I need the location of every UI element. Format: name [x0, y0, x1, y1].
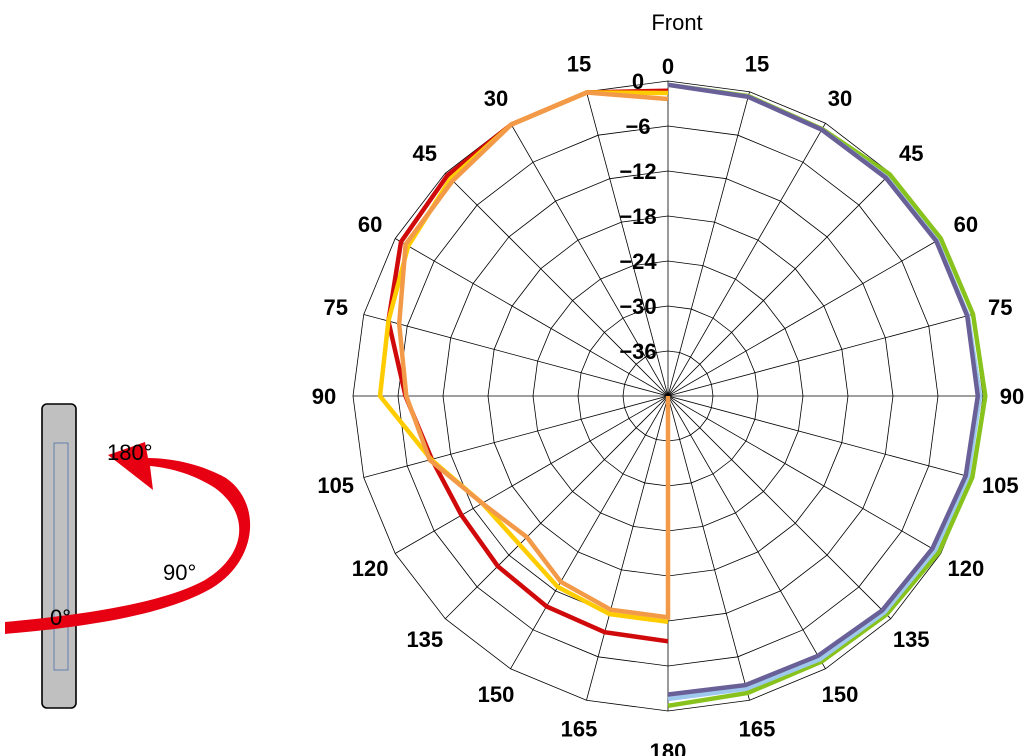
angle-label-left-150: 150 [478, 682, 515, 707]
angle-label-left-15: 15 [567, 52, 591, 77]
angle-label-left-135: 135 [406, 627, 443, 652]
angle-label-right-135: 135 [893, 627, 930, 652]
angle-label-left-30: 30 [484, 86, 508, 111]
angle-label-center-180: 180 [650, 739, 687, 756]
series-layer [377, 82, 988, 709]
angle-label-left-105: 105 [317, 473, 354, 498]
rotation-label-180: 180° [107, 440, 153, 465]
angle-label-left-165: 165 [561, 716, 598, 741]
angle-label-left-90: 90 [312, 384, 336, 409]
angle-label-right-165: 165 [739, 716, 776, 741]
angle-label-right-60: 60 [954, 212, 978, 237]
rotation-diagram: 0° 90° 180° [5, 403, 251, 709]
series-line-right-2 [667, 82, 981, 697]
device-inner-panel [53, 442, 69, 671]
radial-tick-label-4: −24 [619, 249, 657, 274]
polar-chart: Front 0 −6 −12 −18 −24 −30 −36 0 15 15 30 30 45 45 60… [312, 10, 1024, 756]
angle-label-right-45: 45 [899, 141, 923, 166]
angle-label-left-45: 45 [413, 141, 437, 166]
rotation-label-90: 90° [163, 560, 196, 585]
angle-label-right-90: 90 [1000, 384, 1024, 409]
angle-label-left-120: 120 [352, 556, 389, 581]
angle-label-left-75: 75 [323, 295, 347, 320]
rotation-label-0: 0° [50, 605, 71, 630]
angle-label-right-105: 105 [982, 473, 1019, 498]
radial-tick-label-1: −6 [625, 114, 650, 139]
angle-label-right-75: 75 [988, 295, 1012, 320]
radial-tick-label-2: −12 [619, 159, 656, 184]
angle-label-center-0: 0 [662, 54, 674, 79]
front-label: Front [651, 10, 702, 35]
radial-tick-label-3: −18 [619, 204, 656, 229]
series-line-left-5 [396, 90, 671, 620]
angle-label-right-30: 30 [828, 86, 852, 111]
angle-label-right-150: 150 [822, 682, 859, 707]
angle-tick-labels: 0 15 15 30 30 45 45 60 60 75 75 90 90 105 105 120 120 135… [312, 52, 1024, 756]
device-body [41, 403, 77, 709]
angle-label-right-120: 120 [948, 556, 985, 581]
radial-tick-labels: 0 −6 −12 −18 −24 −30 −36 [619, 69, 657, 364]
angle-label-right-15: 15 [745, 52, 769, 77]
radial-tick-label-6: −36 [619, 339, 656, 364]
angle-label-left-60: 60 [358, 212, 382, 237]
radial-tick-label-5: −30 [619, 294, 656, 319]
radial-tick-label-0: 0 [632, 69, 644, 94]
